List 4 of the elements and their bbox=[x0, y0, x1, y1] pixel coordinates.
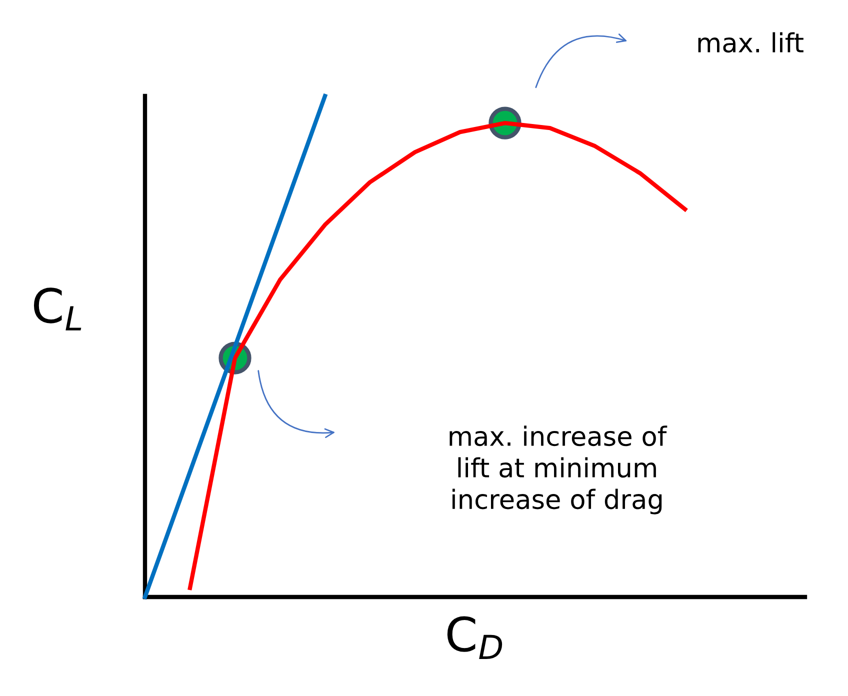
annotation: max. increase of lift at minimum increase of drag bbox=[450, 426, 668, 514]
x-axis-title: C$_{D}$ bbox=[447, 616, 502, 660]
text: max. lift bbox=[698, 32, 804, 53]
y-axis-title: C$_{L}$ bbox=[34, 288, 82, 330]
